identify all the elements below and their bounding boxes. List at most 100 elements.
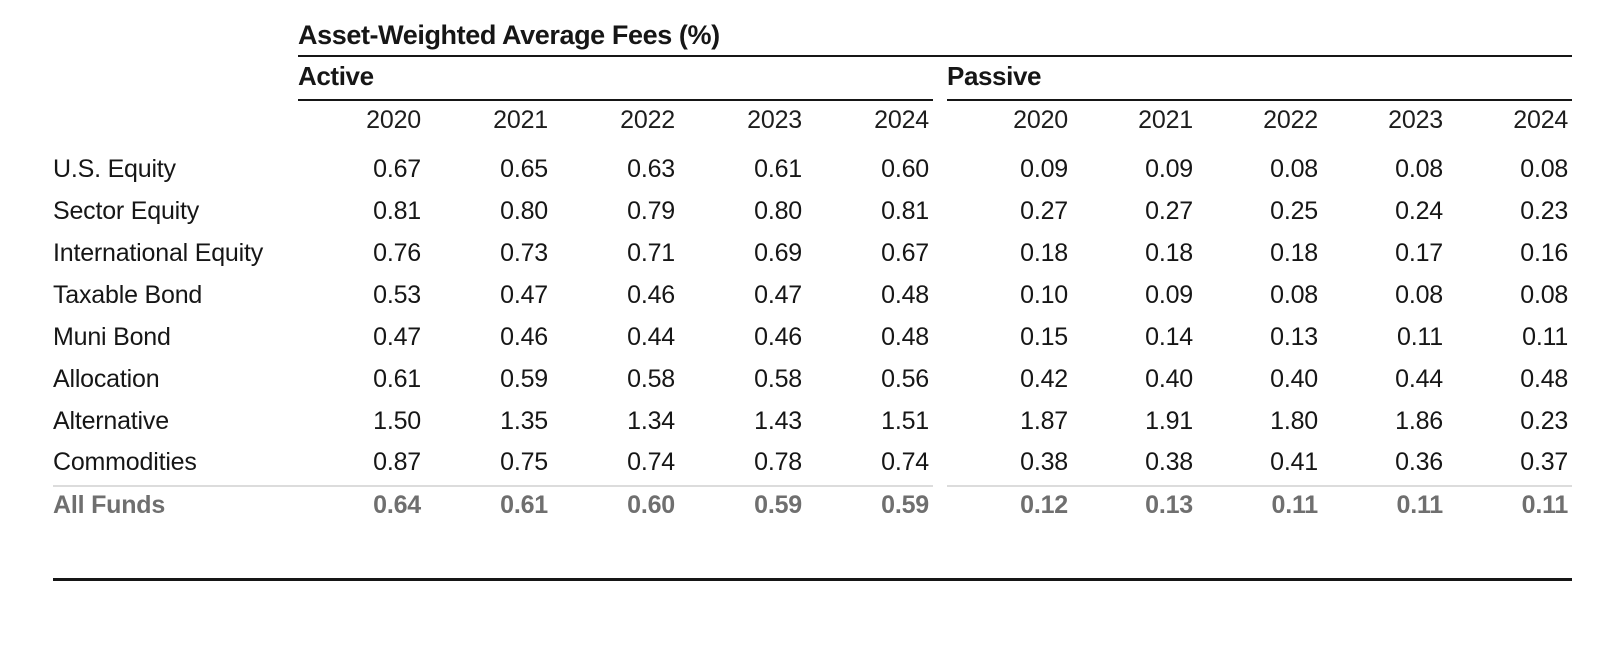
fee-value-passive: 0.27 <box>1020 197 1068 225</box>
bottom-rule <box>53 577 1573 582</box>
fee-value-active: 0.67 <box>373 155 421 183</box>
fee-value-passive: 0.09 <box>1145 155 1193 183</box>
fee-value-passive: 0.10 <box>1020 281 1068 309</box>
fee-value-active: 0.46 <box>500 323 548 351</box>
column-gap <box>933 100 947 139</box>
fee-value-passive: 0.08 <box>1270 155 1318 183</box>
table-row: U.S. Equity 0.67 0.65 0.63 0.61 0.60 0.0… <box>53 139 1572 192</box>
fee-value-active: 1.50 <box>373 407 421 435</box>
column-gap <box>933 56 947 100</box>
fee-study-table-page: Asset-Weighted Average Fees (%) Active P… <box>53 20 1573 582</box>
fee-value-passive: 1.80 <box>1270 407 1318 435</box>
fee-value-active: 0.61 <box>373 365 421 393</box>
year-header-passive: 2022 <box>1263 106 1318 134</box>
fee-value-active: 0.48 <box>881 323 929 351</box>
row-label: Sector Equity <box>53 197 200 225</box>
fee-value-passive: 0.15 <box>1020 323 1068 351</box>
fee-value-passive: 0.18 <box>1270 239 1318 267</box>
fee-value-passive: 0.38 <box>1145 448 1193 476</box>
title-row: Asset-Weighted Average Fees (%) <box>53 20 1573 57</box>
fee-value-passive: 0.11 <box>1447 485 1573 528</box>
fee-value-passive: 0.44 <box>1395 365 1443 393</box>
fee-value-active: 0.81 <box>881 197 929 225</box>
fee-value-passive: 0.08 <box>1520 281 1569 309</box>
fees-table: Asset-Weighted Average Fees (%) Active P… <box>53 20 1573 582</box>
fee-value-active: 0.79 <box>627 197 675 225</box>
table-title: Asset-Weighted Average Fees (%) <box>298 20 1573 57</box>
fee-value-passive: 0.18 <box>1020 239 1068 267</box>
fee-value-active: 0.78 <box>754 448 802 476</box>
row-label: Allocation <box>53 365 160 393</box>
fee-value-active: 0.47 <box>373 323 421 351</box>
column-gap <box>933 276 947 318</box>
fee-value-passive: 0.09 <box>1145 281 1193 309</box>
fee-value-passive: 0.12 <box>947 485 1072 528</box>
fee-value-passive: 0.17 <box>1395 239 1443 267</box>
column-gap <box>933 402 947 444</box>
fee-value-passive: 0.24 <box>1395 197 1443 225</box>
fee-value-passive: 1.87 <box>1020 407 1068 435</box>
column-group-row: Active Passive <box>53 56 1573 101</box>
year-header-row: 2020 2021 2022 2023 2024 2020 2021 2022 … <box>53 100 1572 139</box>
fee-value-active: 0.67 <box>881 239 929 267</box>
fee-value-passive: 0.13 <box>1270 323 1318 351</box>
fee-value-active: 0.63 <box>627 155 675 183</box>
fee-value-active: 0.65 <box>500 155 548 183</box>
fee-value-active: 0.74 <box>881 448 929 476</box>
fee-value-active: 0.61 <box>754 155 802 183</box>
bottom-rule-row <box>53 577 1573 582</box>
fee-value-active: 0.74 <box>627 448 675 476</box>
year-header-active: 2022 <box>620 106 675 134</box>
year-header-passive: 2024 <box>1513 106 1569 134</box>
column-group-passive: Passive <box>947 56 1573 101</box>
fee-value-active: 1.51 <box>881 407 929 435</box>
fee-value-passive: 0.37 <box>1520 448 1569 476</box>
column-gap <box>933 486 947 528</box>
row-label: International Equity <box>53 239 264 267</box>
fee-value-passive: 0.38 <box>1020 448 1068 476</box>
fee-value-passive: 0.08 <box>1520 155 1569 183</box>
fee-value-active: 1.35 <box>500 407 548 435</box>
row-label: Muni Bond <box>53 323 171 351</box>
fee-value-passive: 1.86 <box>1395 407 1443 435</box>
table-row: Commodities 0.87 0.75 0.74 0.78 0.74 0.3… <box>53 444 1572 486</box>
footer-spacer <box>53 528 1572 579</box>
row-label: U.S. Equity <box>53 155 176 183</box>
fee-value-passive: 0.23 <box>1520 407 1569 435</box>
fee-value-active: 0.47 <box>500 281 548 309</box>
fee-value-active: 0.73 <box>500 239 548 267</box>
table-row: Allocation 0.61 0.59 0.58 0.58 0.56 0.42… <box>53 360 1572 402</box>
group-row-left-spacer <box>53 56 298 100</box>
row-label: All Funds <box>53 485 298 528</box>
fee-value-active: 1.43 <box>754 407 802 435</box>
fee-value-active: 0.71 <box>627 239 675 267</box>
table-row: Taxable Bond 0.53 0.47 0.46 0.47 0.48 0.… <box>53 276 1572 318</box>
fee-value-active: 0.64 <box>298 485 425 528</box>
fee-value-passive: 0.25 <box>1270 197 1318 225</box>
column-group-active: Active <box>298 56 933 101</box>
column-gap <box>933 192 947 234</box>
year-row-left-spacer <box>53 100 298 139</box>
fee-value-passive: 0.09 <box>1020 155 1068 183</box>
fee-value-active: 0.87 <box>373 448 421 476</box>
fee-value-passive: 0.11 <box>1396 323 1443 351</box>
fee-value-active: 0.69 <box>754 239 802 267</box>
fee-value-passive: 0.42 <box>1020 365 1068 393</box>
year-header-active: 2024 <box>874 106 929 134</box>
fee-value-active: 0.47 <box>754 281 802 309</box>
fee-value-active: 0.60 <box>552 485 679 528</box>
column-gap <box>933 139 947 192</box>
fee-value-passive: 0.11 <box>1197 485 1322 528</box>
fee-value-passive: 1.91 <box>1145 407 1193 435</box>
fee-value-passive: 0.23 <box>1520 197 1569 225</box>
fee-value-active: 0.56 <box>881 365 929 393</box>
fee-value-passive: 0.11 <box>1522 323 1569 351</box>
row-label: Taxable Bond <box>53 281 203 309</box>
fee-value-active: 0.60 <box>881 155 929 183</box>
fee-value-active: 0.44 <box>627 323 675 351</box>
fee-value-passive: 0.18 <box>1145 239 1193 267</box>
year-header-active: 2023 <box>747 106 802 134</box>
fee-value-passive: 0.48 <box>1520 365 1569 393</box>
fee-value-passive: 0.08 <box>1270 281 1318 309</box>
row-label: Alternative <box>53 407 169 435</box>
